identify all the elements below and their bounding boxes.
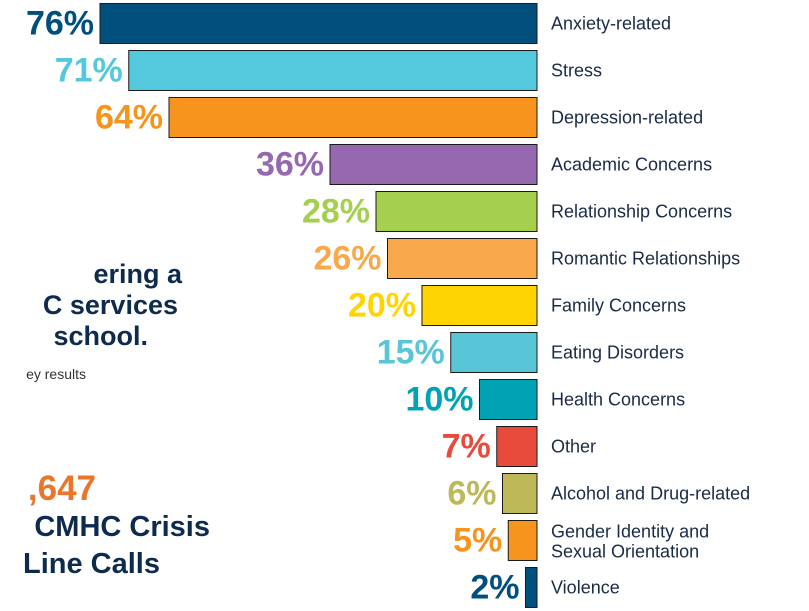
value-label: 7% [442,428,491,466]
stat-label-line-1: CMHC Crisis [34,511,210,543]
bar [450,332,538,373]
bar [375,191,538,232]
category-label: Gender Identity and Sexual Orientation [551,522,709,562]
category-label-line: Sexual Orientation [551,542,699,562]
headline-line-3: school. [53,321,148,351]
category-label: Family Concerns [551,296,686,316]
value-label: 10% [405,381,473,419]
category-label: Violence [551,578,620,598]
value-label: 64% [95,99,163,137]
category-label: Stress [551,61,602,81]
bar [502,473,538,514]
value-label: 2% [470,569,519,607]
category-label: Anxiety-related [551,14,671,34]
category-label: Academic Concerns [551,155,712,175]
source-note: ey results [26,366,86,382]
bar [329,144,538,185]
bar [99,3,538,44]
headline-line-1: ering a [93,259,182,289]
stat-number: ,647 [27,469,96,508]
value-label: 76% [26,5,94,43]
bar [387,238,538,279]
category-label: Alcohol and Drug-related [551,484,750,504]
value-label: 15% [377,334,445,372]
value-label: 28% [302,193,370,231]
category-label: Other [551,437,596,457]
value-label: 71% [55,52,123,90]
category-label: Relationship Concerns [551,202,732,222]
bar [168,97,538,138]
value-label: 26% [313,240,381,278]
value-label: 6% [447,475,496,513]
category-label: Romantic Relationships [551,249,740,269]
category-label: Eating Disorders [551,343,684,363]
value-label: 20% [348,287,416,325]
bar [525,567,538,608]
bar [507,520,538,561]
value-label: 36% [256,146,324,184]
bar [496,426,538,467]
value-label: 5% [453,522,502,560]
left-text-panel: ering a C services school. ey results ,6… [0,0,240,611]
category-label: Depression-related [551,108,703,128]
bar [479,379,538,420]
category-label: Health Concerns [551,390,685,410]
headline-line-2: C services [42,290,178,320]
stat-label-line-2: Line Calls [23,548,160,580]
bar [128,50,538,91]
bar [421,285,538,326]
category-label-line: Gender Identity and [551,522,709,542]
